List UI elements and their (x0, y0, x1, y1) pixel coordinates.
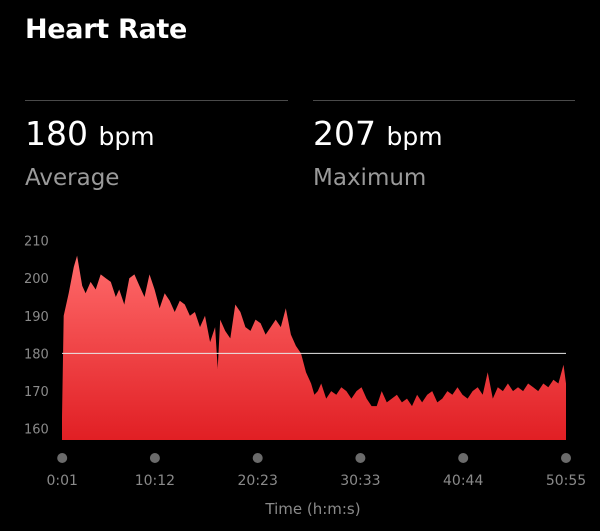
page-title: Heart Rate (25, 14, 187, 45)
average-label: Average (25, 165, 120, 191)
average-value-line: 180 bpm (25, 112, 155, 159)
x-tick-dot (252, 453, 263, 463)
maximum-value: 207 (313, 114, 376, 153)
x-tick-label: 50:55 (546, 473, 586, 489)
maximum-stat: 207 bpm Maximum (313, 112, 443, 195)
y-tick-label: 190 (24, 310, 49, 325)
x-tick-dot (458, 453, 469, 463)
x-tick-label: 30:33 (340, 473, 380, 489)
y-tick-label: 160 (24, 423, 49, 438)
heart-rate-area (62, 255, 566, 440)
x-axis-ticks: 0:01 10:12 20:23 30:33 40:44 50:55 (46, 453, 586, 489)
divider-left (25, 100, 288, 101)
x-tick-dot (561, 453, 571, 463)
maximum-unit: bpm (386, 122, 443, 151)
heart-rate-chart: 160 170 180 190 200 210 0:01 10:12 20:23 30:33 40… (24, 235, 586, 519)
x-tick-dot (149, 453, 160, 463)
maximum-value-line: 207 bpm (313, 112, 443, 159)
average-stat: 180 bpm Average (25, 112, 155, 195)
y-axis-ticks: 160 170 180 190 200 210 (24, 235, 49, 438)
average-value: 180 (25, 114, 88, 153)
y-tick-label: 180 (24, 347, 49, 362)
divider-right (313, 100, 575, 101)
x-tick-label: 40:44 (443, 473, 483, 489)
maximum-label: Maximum (313, 165, 427, 191)
x-axis-title: Time (h:m:s) (264, 500, 360, 518)
x-tick-label: 0:01 (46, 473, 77, 489)
y-tick-label: 200 (24, 272, 49, 287)
x-tick-dot (57, 453, 68, 463)
average-unit: bpm (98, 122, 155, 151)
y-tick-label: 210 (24, 235, 49, 250)
x-tick-label: 10:12 (135, 473, 175, 489)
x-tick-dot (355, 453, 366, 463)
y-tick-label: 170 (24, 385, 49, 400)
x-tick-label: 20:23 (238, 473, 278, 489)
